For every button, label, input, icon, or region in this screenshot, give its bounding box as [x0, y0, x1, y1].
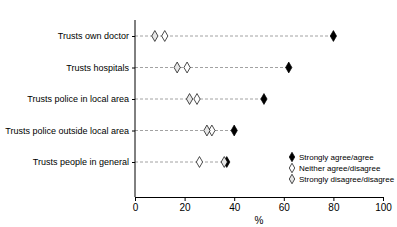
x-tick-label: 0	[133, 202, 139, 213]
y-tick-mark	[132, 131, 135, 132]
dot	[162, 31, 168, 42]
x-tick-label: 40	[229, 202, 241, 213]
y-tick-mark	[132, 99, 135, 100]
legend-symbol	[289, 152, 294, 161]
x-tick-mark	[135, 197, 136, 201]
x-tick-mark	[333, 197, 334, 201]
y-tick-mark	[132, 36, 135, 37]
y-tick-mark	[132, 162, 135, 163]
dot	[204, 125, 210, 136]
y-tick-mark	[132, 68, 135, 69]
y-axis-line	[135, 20, 136, 197]
x-axis-title: %	[255, 215, 264, 226]
y-tick-label: Trusts own doctor	[58, 31, 129, 41]
dot	[231, 125, 237, 136]
marks	[135, 31, 337, 168]
x-tick-mark	[234, 197, 235, 201]
x-tick: 40	[229, 197, 241, 213]
chart: 0 20 40 60 80 100% Trusts own doctor Trusts hos…	[0, 0, 397, 227]
y-axis: Trusts own doctor Trusts hospitals Trusts …	[5, 20, 135, 197]
dot	[330, 31, 336, 42]
legend-label: Strongly disagree/disagree	[299, 175, 395, 184]
dot	[221, 157, 227, 168]
leader-line	[135, 162, 227, 163]
y-tick-label: Trusts police outside local area	[5, 126, 129, 136]
y-tick: Trusts hospitals	[66, 63, 135, 73]
legend-label: Neither agree/disagree	[299, 164, 381, 173]
legend-label: Strongly agree/agree	[299, 153, 374, 162]
x-tick: 80	[328, 197, 340, 213]
legend-symbol	[289, 163, 294, 172]
legend-item: Strongly disagree/disagree	[289, 174, 394, 184]
dot	[184, 62, 190, 73]
dot	[261, 94, 267, 105]
x-tick: 20	[180, 197, 192, 213]
plot: 0 20 40 60 80 100% Trusts own doctor Trusts hos…	[5, 20, 394, 226]
x-tick-mark	[284, 197, 285, 201]
legend-item: Neither agree/disagree	[289, 163, 381, 173]
x-tick-label: 20	[180, 202, 192, 213]
legend-item: Strongly agree/agree	[289, 152, 374, 162]
y-tick: Trusts people in general	[33, 157, 135, 167]
x-tick-label: 60	[279, 202, 291, 213]
x-tick-label: 100	[375, 202, 392, 213]
leader-line	[135, 130, 234, 131]
dot	[186, 94, 192, 105]
y-tick: Trusts own doctor	[58, 31, 135, 41]
x-axis: 0 20 40 60 80 100	[133, 197, 393, 213]
x-tick-mark	[185, 197, 186, 201]
x-tick: 0	[133, 197, 139, 213]
dot	[174, 62, 180, 73]
y-tick: Trusts police in local area	[27, 94, 135, 104]
leader-line	[135, 67, 289, 68]
x-tick: 100	[375, 197, 392, 213]
dot	[194, 94, 200, 105]
x-axis-line	[136, 198, 384, 202]
legend-symbol	[289, 174, 294, 183]
y-tick-label: Trusts hospitals	[66, 63, 129, 73]
dot	[196, 157, 202, 168]
y-tick: Trusts police outside local area	[5, 126, 135, 136]
dot	[286, 62, 292, 73]
x-tick-label: 80	[328, 202, 340, 213]
legend: Strongly agree/agree Neither agree/disagr…	[289, 152, 394, 184]
x-tick: 60	[279, 197, 291, 213]
dot	[152, 31, 158, 42]
y-tick-label: Trusts people in general	[33, 157, 129, 167]
x-tick-mark	[383, 197, 384, 201]
y-tick-label: Trusts police in local area	[27, 94, 129, 104]
